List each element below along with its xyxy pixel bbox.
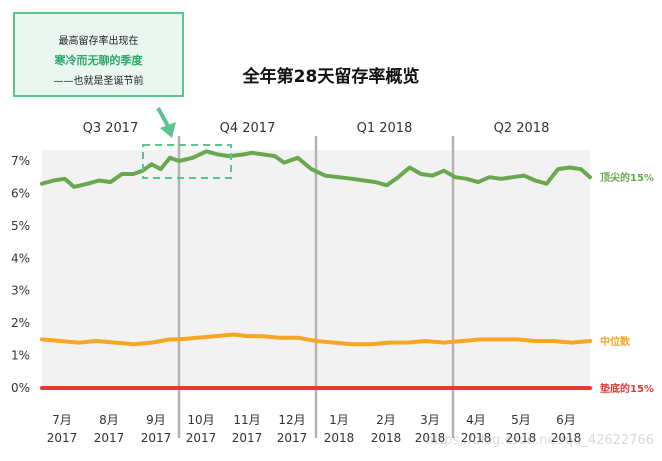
x-tick-year: 2017 bbox=[141, 431, 172, 445]
callout-arrow-head bbox=[160, 122, 176, 138]
quarter-label: Q3 2017 bbox=[83, 121, 139, 136]
callout-box: 最高留存率出现在 寒冷而无聊的季度 ——也就是圣诞节前 bbox=[13, 12, 184, 97]
y-axis-ticks: 0% 1% 2% 3% 4% 5% 6% 7% bbox=[11, 154, 30, 395]
x-tick-month: 3月 bbox=[420, 413, 440, 427]
x-tick-month: 6月 bbox=[556, 413, 576, 427]
callout-line-1: 最高留存率出现在 bbox=[58, 36, 139, 47]
callout-arrow-line bbox=[156, 107, 170, 127]
median-line bbox=[40, 332, 592, 347]
chart-title: 全年第28天留存率概览 bbox=[242, 67, 420, 87]
quarter-labels: Q3 2017 Q4 2017 Q1 2018 Q2 2018 bbox=[83, 121, 550, 136]
quarter-label: Q4 2017 bbox=[220, 121, 276, 136]
y-tick-label: 0% bbox=[11, 381, 30, 395]
x-tick-year: 2018 bbox=[371, 431, 402, 445]
bottom-15-label: 垫底的15% bbox=[600, 382, 654, 395]
y-tick-label: 2% bbox=[11, 316, 30, 330]
y-tick-label: 5% bbox=[11, 219, 30, 233]
x-tick-year: 2018 bbox=[551, 431, 582, 445]
y-tick-label: 3% bbox=[11, 284, 30, 298]
x-axis-ticks: 7月 2017 8月 2017 9月 2017 10月 2017 11月 2017 12月 2017 1… bbox=[47, 413, 582, 445]
callout-line-3: ——也就是圣诞节前 bbox=[53, 76, 144, 87]
x-tick-month: 12月 bbox=[278, 413, 305, 427]
callout-line-2: 寒冷而无聊的季度 bbox=[54, 54, 143, 67]
x-tick-year: 2017 bbox=[94, 431, 125, 445]
x-tick-year: 2017 bbox=[232, 431, 263, 445]
x-tick-month: 10月 bbox=[187, 413, 214, 427]
x-tick-month: 2月 bbox=[376, 413, 396, 427]
x-tick-month: 9月 bbox=[146, 413, 166, 427]
x-tick-year: 2018 bbox=[506, 431, 537, 445]
x-tick-month: 4月 bbox=[466, 413, 486, 427]
y-tick-label: 6% bbox=[11, 186, 30, 200]
x-tick-year: 2017 bbox=[277, 431, 308, 445]
quarter-label: Q1 2018 bbox=[357, 121, 413, 136]
median-label: 中位数 bbox=[600, 335, 631, 348]
quarter-label: Q2 2018 bbox=[494, 121, 550, 136]
top-15-line bbox=[40, 149, 592, 189]
y-tick-label: 4% bbox=[11, 251, 30, 265]
x-tick-year: 2018 bbox=[461, 431, 492, 445]
x-tick-month: 7月 bbox=[52, 413, 72, 427]
x-tick-month: 8月 bbox=[99, 413, 119, 427]
x-tick-year: 2017 bbox=[47, 431, 78, 445]
y-tick-label: 7% bbox=[11, 154, 30, 168]
x-tick-month: 1月 bbox=[329, 413, 349, 427]
series-lines bbox=[40, 149, 592, 390]
x-tick-month: 5月 bbox=[511, 413, 531, 427]
x-tick-year: 2018 bbox=[324, 431, 355, 445]
x-tick-month: 11月 bbox=[233, 413, 260, 427]
top-15-label: 顶尖的15% bbox=[600, 171, 654, 184]
watermark: https://blog.csdn.net/qq_42622766 bbox=[425, 433, 654, 448]
x-tick-year: 2017 bbox=[186, 431, 217, 445]
x-tick-year: 2018 bbox=[415, 431, 446, 445]
y-tick-label: 1% bbox=[11, 349, 30, 363]
